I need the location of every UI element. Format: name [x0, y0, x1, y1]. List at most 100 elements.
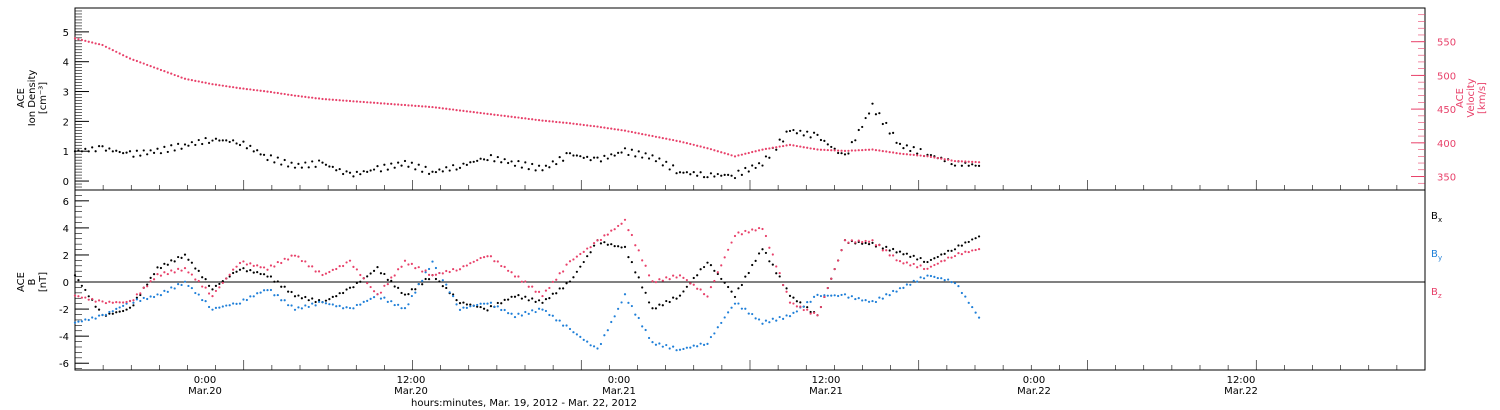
bz-point	[197, 279, 200, 283]
velocity-point	[867, 148, 871, 151]
bx-point	[685, 285, 688, 288]
by-point	[572, 331, 575, 334]
bx-point	[232, 271, 235, 275]
bx-point	[778, 275, 781, 278]
bz-point	[135, 293, 138, 296]
bz-point	[424, 269, 427, 272]
bz-point	[187, 271, 190, 274]
by-point	[335, 305, 338, 308]
velocity-point	[778, 145, 781, 148]
by-point	[696, 345, 699, 348]
by-point	[627, 301, 630, 304]
velocity-point	[262, 90, 266, 93]
bx-point	[599, 242, 603, 245]
by-point	[369, 297, 372, 300]
by-point	[108, 310, 111, 314]
by-point	[479, 302, 482, 305]
velocity-point	[610, 127, 613, 130]
bz-point	[809, 312, 812, 315]
bz-point	[125, 300, 128, 304]
density-point	[452, 164, 455, 167]
velocity-point	[699, 145, 702, 148]
by-point	[881, 297, 884, 300]
velocity-point	[276, 91, 279, 95]
velocity-point	[338, 99, 341, 102]
density-point	[232, 139, 235, 142]
bx-point	[397, 286, 400, 289]
bz-point	[964, 250, 967, 253]
by-point	[744, 307, 747, 310]
bx-point	[751, 263, 754, 267]
bz-point	[740, 233, 743, 236]
bx-point	[864, 241, 867, 245]
by-point	[245, 298, 248, 302]
density-point	[843, 153, 847, 156]
bx-point	[771, 263, 774, 266]
by-point	[757, 318, 761, 321]
density-point	[782, 140, 785, 143]
bx-point	[73, 274, 77, 277]
b-tick-label: 2	[63, 251, 69, 262]
bz-point	[589, 246, 592, 249]
velocity-point	[785, 144, 788, 147]
by-point	[843, 293, 847, 296]
bz-point	[362, 277, 365, 280]
by-point	[489, 301, 493, 304]
by-point	[544, 309, 548, 313]
by-point	[520, 314, 523, 317]
b-tick-label: -6	[59, 359, 69, 370]
by-point	[180, 283, 183, 287]
velocity-point	[190, 78, 193, 82]
velocity-point	[950, 159, 953, 162]
x-tick-time: 12:00	[812, 375, 841, 386]
bz-point	[816, 314, 819, 317]
velocity-point	[118, 52, 121, 55]
velocity-point	[465, 110, 468, 113]
density-point	[579, 155, 582, 158]
velocity-point	[273, 91, 276, 94]
bz-point	[730, 241, 733, 244]
density-point	[630, 148, 633, 151]
bx-point	[534, 300, 537, 303]
velocity-point	[957, 160, 960, 163]
density-point	[262, 153, 266, 156]
density-point	[142, 149, 145, 152]
velocity-point	[152, 66, 156, 69]
bz-point	[304, 260, 307, 263]
density-point	[730, 174, 733, 177]
density-point	[627, 153, 630, 157]
density-point	[943, 160, 946, 163]
bx-point	[936, 255, 939, 259]
bx-point	[452, 293, 455, 296]
density-point	[634, 155, 637, 158]
velocity-point	[355, 100, 358, 103]
by-point	[586, 340, 589, 343]
density-point	[166, 150, 169, 154]
bz-point	[843, 239, 847, 242]
velocity-point	[905, 153, 908, 156]
velocity-point	[947, 158, 950, 161]
velocity-point	[926, 155, 929, 158]
velocity-point	[922, 154, 926, 158]
bz-point	[283, 257, 286, 260]
density-point	[881, 122, 884, 126]
velocity-point	[214, 83, 218, 86]
velocity-tick-label: 400	[1437, 139, 1456, 150]
bx-point	[678, 294, 682, 297]
density-point	[696, 174, 699, 177]
density-point	[379, 170, 383, 173]
bx-point	[307, 299, 310, 302]
density-point	[819, 138, 823, 142]
velocity-point	[201, 81, 204, 84]
bx-point	[898, 250, 902, 253]
bz-point	[565, 263, 568, 266]
by-point	[960, 291, 963, 295]
bx-point	[713, 269, 716, 272]
bx-point	[541, 301, 544, 304]
bx-point	[424, 277, 427, 281]
bz-point	[668, 278, 671, 281]
x-tick-time: 0:00	[1023, 375, 1045, 386]
bx-point	[111, 312, 114, 315]
by-point	[665, 343, 668, 347]
by-point	[307, 305, 310, 309]
